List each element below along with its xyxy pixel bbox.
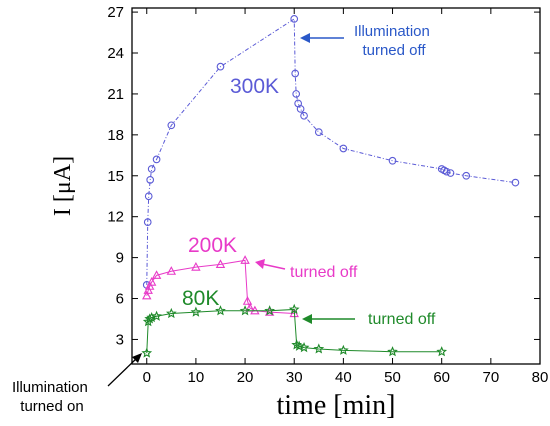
data-point-300k xyxy=(300,111,308,120)
annotation-off-80k: turned off xyxy=(368,311,436,328)
data-point-80k xyxy=(298,341,310,353)
data-point-200k xyxy=(146,277,157,286)
annotation-off-300k: Illumination turned off xyxy=(354,23,434,59)
data-point-300k xyxy=(339,144,348,153)
y-tick-label: 24 xyxy=(107,45,124,62)
data-point-300k xyxy=(152,155,161,164)
data-point-300k xyxy=(296,105,305,113)
data-point-80k xyxy=(293,340,305,351)
data-point-80k xyxy=(387,346,398,357)
x-tick-label: 80 xyxy=(532,369,549,386)
annotation-off-200k: turned off xyxy=(290,264,358,281)
arrow-off-200k xyxy=(261,263,286,270)
x-tick-label: 70 xyxy=(482,369,499,386)
data-point-80k xyxy=(313,343,325,354)
data-point-200k xyxy=(151,270,162,279)
arrowhead-off-80k xyxy=(302,314,312,324)
data-point-80k xyxy=(264,305,275,316)
y-tick-label: 9 xyxy=(116,250,124,267)
x-tick-label: 20 xyxy=(237,369,254,386)
data-point-80k xyxy=(151,310,162,321)
series-label-300k: 300K xyxy=(230,75,279,98)
x-axis-title: time [min] xyxy=(277,390,396,421)
data-point-300k xyxy=(314,128,323,136)
data-point-300k xyxy=(446,169,455,177)
x-tick-label: 60 xyxy=(433,369,450,386)
y-tick-label: 18 xyxy=(107,127,124,144)
data-point-200k xyxy=(166,266,177,275)
data-point-80k xyxy=(338,344,349,355)
data-point-80k xyxy=(165,307,177,319)
data-point-300k xyxy=(290,15,299,23)
plot-frame xyxy=(131,7,541,365)
data-point-80k xyxy=(436,346,448,357)
data-point-80k xyxy=(190,306,202,317)
data-point-80k xyxy=(141,347,153,358)
y-tick-label: 21 xyxy=(107,86,124,103)
x-tick-label: 30 xyxy=(286,369,303,386)
x-tick-label: 10 xyxy=(188,369,205,386)
data-point-300k xyxy=(146,176,155,184)
data-point-200k xyxy=(242,296,253,305)
data-point-300k xyxy=(511,178,520,187)
data-point-300k xyxy=(388,156,397,165)
data-point-300k xyxy=(291,69,300,78)
data-point-200k xyxy=(240,255,250,264)
y-tick-label: 12 xyxy=(107,209,124,226)
x-tick-label: 0 xyxy=(143,369,151,386)
data-point-300k xyxy=(144,192,153,201)
axis-ticks: 0 10 20 30 40 50 60 70 80 3 6 9 12 15 18 21 24 27 xyxy=(107,4,548,386)
data-point-200k xyxy=(143,285,153,294)
y-tick-label: 6 xyxy=(116,291,124,308)
y-axis-title: I [μA] xyxy=(50,156,76,216)
data-point-80k xyxy=(288,303,300,315)
data-point-200k xyxy=(215,259,226,268)
data-point-300k xyxy=(147,165,156,173)
data-point-300k xyxy=(216,62,225,71)
series-label-80k: 80K xyxy=(182,287,219,310)
x-tick-label: 50 xyxy=(384,369,401,386)
data-point-200k xyxy=(142,290,152,300)
annotation-on: Illumination turned on xyxy=(12,379,92,415)
data-point-300k xyxy=(167,121,176,130)
data-point-300k xyxy=(462,171,471,180)
data-point-200k xyxy=(144,281,155,290)
data-point-80k xyxy=(215,305,226,316)
series-group xyxy=(141,15,520,358)
arrowhead-off-200k xyxy=(255,259,265,269)
y-tick-label: 3 xyxy=(116,331,124,348)
arrowhead-off-300k xyxy=(300,33,310,43)
series-label-200k: 200K xyxy=(188,234,237,257)
y-tick-label: 27 xyxy=(107,4,124,21)
data-point-300k xyxy=(143,218,152,226)
y-tick-label: 15 xyxy=(107,168,124,185)
arrow-on xyxy=(107,357,138,387)
data-point-300k xyxy=(292,90,301,98)
arrowhead-on xyxy=(132,353,142,363)
data-point-200k xyxy=(191,262,201,271)
data-point-300k xyxy=(442,167,451,176)
x-tick-label: 40 xyxy=(335,369,352,386)
data-point-80k xyxy=(239,305,251,316)
